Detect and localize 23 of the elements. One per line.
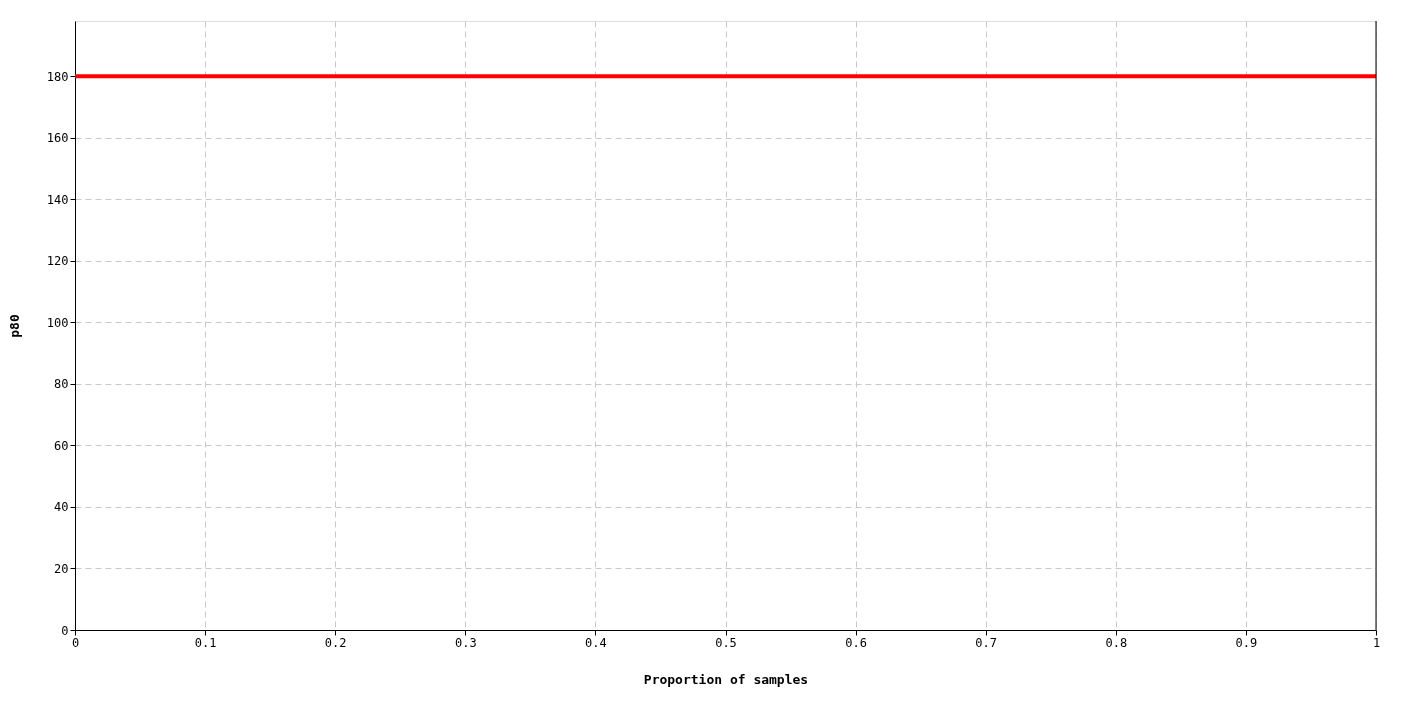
y-tick-label: 0	[61, 623, 69, 638]
y-tick-label: 80	[54, 377, 69, 392]
x-tick-label: 1	[1372, 635, 1381, 650]
x-tick-label: 0.2	[324, 635, 347, 650]
x-tick-label: 0.7	[975, 635, 998, 650]
y-tick-label: 160	[46, 131, 69, 146]
y-tick-label: 120	[46, 254, 69, 269]
x-tick-label: 0.6	[845, 635, 867, 650]
x-tick-label: 0.8	[1105, 635, 1128, 650]
y-tick-label: 60	[54, 438, 69, 453]
x-tick-label: 0.4	[585, 635, 607, 650]
y-axis-title: p80	[6, 314, 22, 338]
x-tick-label: 0.9	[1235, 635, 1258, 650]
y-tick-label: 180	[46, 69, 69, 84]
x-tick-label: 0.5	[715, 635, 737, 650]
x-tick-label: 0.3	[454, 635, 477, 650]
y-tick-label: 100	[46, 315, 69, 330]
y-tick-label: 140	[46, 192, 69, 207]
x-axis-title: Proportion of samples	[643, 671, 809, 687]
y-tick-label: 20	[54, 561, 69, 576]
y-tick-label: 40	[54, 500, 69, 515]
x-tick-label: 0.1	[194, 635, 217, 650]
x-tick-label: 0	[71, 635, 80, 650]
